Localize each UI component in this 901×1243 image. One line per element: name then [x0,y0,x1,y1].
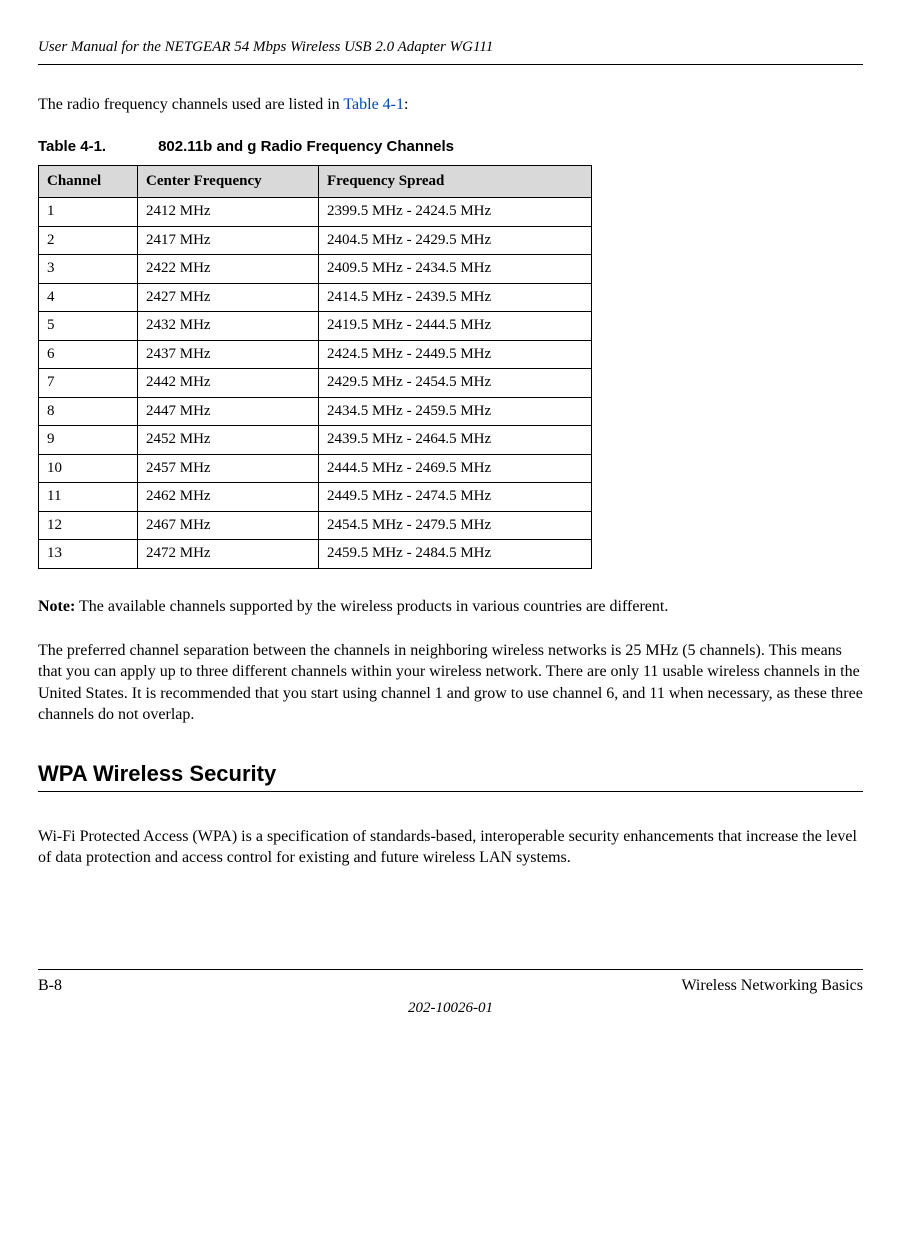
table-cell: 2404.5 MHz - 2429.5 MHz [319,226,592,255]
table-cell: 2452 MHz [138,426,319,455]
table-row: 32422 MHz2409.5 MHz - 2434.5 MHz [39,255,592,284]
table-cell: 4 [39,283,138,312]
table-cell: 2472 MHz [138,540,319,569]
footer-line: B-8 Wireless Networking Basics [38,976,863,997]
table-row: 12412 MHz2399.5 MHz - 2424.5 MHz [39,198,592,227]
table-cell: 2459.5 MHz - 2484.5 MHz [319,540,592,569]
body-paragraph: The preferred channel separation between… [38,640,863,726]
table-cell: 2399.5 MHz - 2424.5 MHz [319,198,592,227]
table-row: 82447 MHz2434.5 MHz - 2459.5 MHz [39,397,592,426]
note-label: Note: [38,598,75,615]
frequency-table-body: 12412 MHz2399.5 MHz - 2424.5 MHz22417 MH… [39,198,592,569]
footer-rule [38,969,863,970]
table-cell: 2 [39,226,138,255]
table-cell: 2444.5 MHz - 2469.5 MHz [319,454,592,483]
table-cell: 12 [39,511,138,540]
table-cell: 2439.5 MHz - 2464.5 MHz [319,426,592,455]
footer-section-title: Wireless Networking Basics [681,976,863,997]
table-cell: 5 [39,312,138,341]
manual-title: User Manual for the NETGEAR 54 Mbps Wire… [38,38,863,58]
table-row: 42427 MHz2414.5 MHz - 2439.5 MHz [39,283,592,312]
table-cell: 6 [39,340,138,369]
col-frequency-spread: Frequency Spread [319,165,592,198]
table-cell: 2449.5 MHz - 2474.5 MHz [319,483,592,512]
table-cell: 9 [39,426,138,455]
intro-before: The radio frequency channels used are li… [38,96,343,113]
table-cell: 13 [39,540,138,569]
col-center-frequency: Center Frequency [138,165,319,198]
frequency-table: Channel Center Frequency Frequency Sprea… [38,165,592,569]
table-cell: 2447 MHz [138,397,319,426]
table-cell: 7 [39,369,138,398]
table-cell: 2432 MHz [138,312,319,341]
section-heading: WPA Wireless Security [38,760,863,789]
table-caption-number: Table 4-1. [38,137,106,157]
table-cell: 2454.5 MHz - 2479.5 MHz [319,511,592,540]
table-caption: Table 4-1. 802.11b and g Radio Frequency … [38,137,863,157]
table-cell: 2424.5 MHz - 2449.5 MHz [319,340,592,369]
table-cell: 2427 MHz [138,283,319,312]
table-cell: 11 [39,483,138,512]
table-row: 122467 MHz2454.5 MHz - 2479.5 MHz [39,511,592,540]
col-channel: Channel [39,165,138,198]
table-cell: 2414.5 MHz - 2439.5 MHz [319,283,592,312]
footer-page-number: B-8 [38,976,62,997]
note-paragraph: Note: The available channels supported b… [38,597,863,618]
table-caption-title: 802.11b and g Radio Frequency Channels [158,138,454,155]
table-row: 62437 MHz2424.5 MHz - 2449.5 MHz [39,340,592,369]
table-cell: 2412 MHz [138,198,319,227]
table-row: 112462 MHz2449.5 MHz - 2474.5 MHz [39,483,592,512]
table-row: 72442 MHz2429.5 MHz - 2454.5 MHz [39,369,592,398]
intro-after: : [404,96,408,113]
section-paragraph: Wi-Fi Protected Access (WPA) is a specif… [38,826,863,869]
table-row: 102457 MHz2444.5 MHz - 2469.5 MHz [39,454,592,483]
section-rule [38,791,863,792]
table-cell: 1 [39,198,138,227]
header-rule [38,64,863,65]
intro-paragraph: The radio frequency channels used are li… [38,95,863,116]
table-cell: 8 [39,397,138,426]
table-cell: 3 [39,255,138,284]
footer-doc-number: 202-10026-01 [38,999,863,1019]
table-row: 132472 MHz2459.5 MHz - 2484.5 MHz [39,540,592,569]
table-row: 92452 MHz2439.5 MHz - 2464.5 MHz [39,426,592,455]
table-cell: 10 [39,454,138,483]
table-cell: 2457 MHz [138,454,319,483]
table-cell: 2442 MHz [138,369,319,398]
table-cell: 2467 MHz [138,511,319,540]
table-cell: 2409.5 MHz - 2434.5 MHz [319,255,592,284]
table-cell: 2437 MHz [138,340,319,369]
table-cell: 2434.5 MHz - 2459.5 MHz [319,397,592,426]
table-xref[interactable]: Table 4-1 [343,96,404,113]
table-cell: 2462 MHz [138,483,319,512]
table-cell: 2429.5 MHz - 2454.5 MHz [319,369,592,398]
table-row: 22417 MHz2404.5 MHz - 2429.5 MHz [39,226,592,255]
table-row: 52432 MHz2419.5 MHz - 2444.5 MHz [39,312,592,341]
table-cell: 2419.5 MHz - 2444.5 MHz [319,312,592,341]
table-header-row: Channel Center Frequency Frequency Sprea… [39,165,592,198]
table-cell: 2417 MHz [138,226,319,255]
note-text: The available channels supported by the … [75,598,668,615]
table-cell: 2422 MHz [138,255,319,284]
